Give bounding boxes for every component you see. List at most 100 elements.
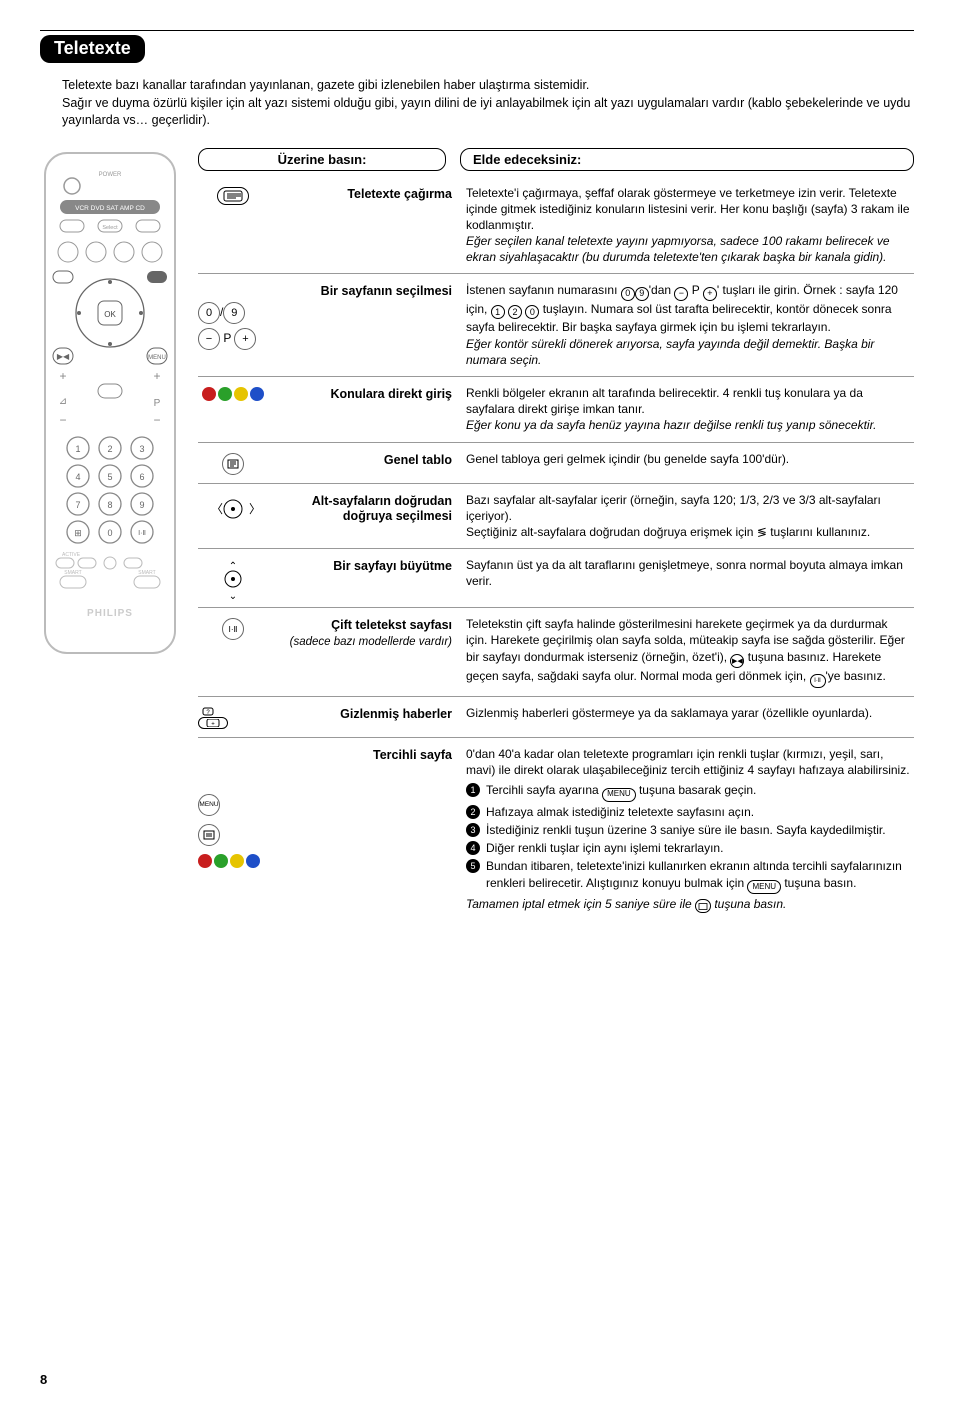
svg-text:7: 7: [75, 500, 80, 510]
digit-range-icon: 0/9: [198, 302, 245, 324]
svg-text:0: 0: [107, 528, 112, 538]
control-teletext-toggle: [198, 185, 268, 266]
step-item: 1Tercihli sayfa ayarına MENU tuşuna basa…: [466, 782, 910, 801]
svg-text:SMART: SMART: [64, 570, 81, 576]
svg-text:8: 8: [107, 500, 112, 510]
svg-text:Ⅰ·Ⅱ: Ⅰ·Ⅱ: [138, 530, 146, 537]
control-index: [198, 451, 268, 475]
control-subpage-nav: 〈〉: [198, 492, 268, 541]
desc-text: Renkli bölgeler ekranın alt tarafında be…: [466, 386, 863, 416]
row-desc: 0'dan 40'a kadar olan teletexte programl…: [466, 746, 914, 913]
desc-italic: Eğer kontör sürekli dönerek arıyorsa, sa…: [466, 337, 874, 367]
row-desc: Bazı sayfalar alt-sayfalar içerir (örneğ…: [466, 492, 914, 541]
svg-text:−: −: [153, 413, 160, 427]
t: Tamamen iptal etmek için 5 saniye süre i…: [466, 897, 695, 911]
desc-footer: Tamamen iptal etmek için 5 saniye süre i…: [466, 897, 786, 911]
table-row: MENU Tercihli sayfa 0'dan 40'a kadar ola…: [198, 737, 914, 921]
row-label: Bir sayfanın seçilmesi: [282, 282, 452, 368]
intro-line-2: Sağır ve duyma özürlü kişiler için alt y…: [62, 96, 910, 128]
intro-text: Teletexte bazı kanallar tarafından yayın…: [40, 77, 914, 130]
control-reveal: ? +: [198, 705, 268, 729]
desc-text: Teletexte'i çağırmaya, şeffaf olarak gös…: [466, 186, 910, 232]
index-icon: [198, 824, 220, 846]
svg-text:〈: 〈: [211, 502, 223, 516]
svg-text:+: +: [59, 369, 66, 383]
table-row: ? + Gizlenmiş haberler Gizlenmiş haberle…: [198, 696, 914, 737]
t: 'dan: [649, 283, 675, 297]
main-layout: POWER VCR DVD SAT AMP CD Select OK ▶: [40, 148, 914, 922]
page-number: 8: [40, 1372, 47, 1387]
color-keys-icon: [198, 854, 260, 868]
svg-text:OK: OK: [104, 310, 116, 319]
label-main: Çift teletekst sayfası: [331, 618, 452, 632]
table-row: ⌃ ⌄ Bir sayfayı büyütme Sayfanın üst ya …: [198, 548, 914, 607]
row-desc: Genel tabloya geri gelmek içindir (bu ge…: [466, 451, 914, 475]
t: 'ye basınız.: [826, 669, 886, 683]
desc-line: Bazı sayfalar alt-sayfalar içerir (örneğ…: [466, 493, 881, 523]
step-item: 2Hafızaya almak istediğiniz teletexte sa…: [466, 804, 910, 820]
desc-line: Seçtiğiniz alt-sayfalara doğrudan doğruy…: [466, 525, 870, 539]
step-item: 4Diğer renkli tuşlar için aynı işlemi te…: [466, 840, 910, 856]
row-label: Tercihli sayfa: [282, 746, 452, 913]
row-desc: Renkli bölgeler ekranın alt tarafında be…: [466, 385, 914, 434]
index-icon: [222, 453, 244, 475]
row-desc: Gizlenmiş haberleri göstermeye ya da sak…: [466, 705, 914, 729]
t: tuşuna basarak geçin.: [636, 783, 757, 797]
svg-text:+: +: [211, 722, 215, 728]
table-row: 0/9 − P + Bir sayfanın seçilmesi İstenen…: [198, 273, 914, 376]
title-bar: Teletexte: [40, 30, 914, 63]
cursor-ring-icon: 〈〉: [205, 494, 261, 524]
svg-text:2: 2: [107, 444, 112, 454]
row-label: Konulara direkt giriş: [282, 385, 452, 434]
control-color-keys: [198, 385, 268, 434]
svg-text:⊞: ⊞: [74, 528, 82, 538]
steps-list: 1Tercihli sayfa ayarına MENU tuşuna basa…: [466, 782, 910, 894]
header-press: Üzerine basın:: [198, 148, 446, 171]
remote-illustration: POWER VCR DVD SAT AMP CD Select OK ▶: [40, 148, 180, 671]
row-desc: Teletexte'i çağırmaya, şeffaf olarak gös…: [466, 185, 914, 266]
zoom-cursor-icon: ⌃ ⌄: [218, 559, 248, 599]
label-sub: (sadece bazı modellerde vardır): [290, 636, 452, 648]
svg-text:MENU: MENU: [148, 355, 166, 361]
control-page-select: 0/9 − P +: [198, 282, 268, 368]
row-desc: Teletekstin çift sayfa halinde gösterilm…: [466, 616, 914, 688]
svg-text:⌃: ⌃: [229, 561, 237, 572]
t: tuşuna basın.: [711, 897, 786, 911]
svg-text:+: +: [153, 369, 160, 383]
svg-text:−: −: [59, 413, 66, 427]
svg-text:VCR DVD SAT AMP CD: VCR DVD SAT AMP CD: [75, 205, 145, 212]
control-zoom: ⌃ ⌄: [198, 557, 268, 599]
table-header-row: Üzerine basın: Elde edeceksiniz:: [198, 148, 914, 171]
page-title: Teletexte: [40, 35, 145, 63]
control-favorites: MENU: [198, 746, 268, 913]
svg-text:⊿: ⊿: [59, 396, 67, 407]
t: İstenen sayfanın numarasını: [466, 283, 621, 297]
t: Diğer renkli tuşlar için aynı işlemi tek…: [486, 841, 723, 855]
dual-page-icon: Ⅰ·Ⅱ: [222, 618, 244, 640]
svg-text:▶◀: ▶◀: [57, 352, 70, 361]
row-label: Bir sayfayı büyütme: [282, 557, 452, 599]
svg-text:6: 6: [139, 472, 144, 482]
row-label: Teletexte çağırma: [282, 185, 452, 266]
svg-text:3: 3: [139, 444, 144, 454]
t: İstediğiniz renkli tuşun üzerine 3 saniy…: [486, 823, 886, 837]
svg-text:SMART: SMART: [138, 570, 155, 576]
menu-button-icon: MENU: [198, 794, 220, 816]
svg-text:PHILIPS: PHILIPS: [87, 608, 133, 619]
svg-text:⌄: ⌄: [229, 591, 237, 599]
svg-text:P: P: [154, 398, 161, 409]
table-row: Konulara direkt giriş Renkli bölgeler ek…: [198, 376, 914, 442]
step-item: 3İstediğiniz renkli tuşun üzerine 3 sani…: [466, 822, 910, 838]
desc-italic: Eğer seçilen kanal teletexte yayını yapm…: [466, 234, 890, 264]
desc-italic: Eğer konu ya da sayfa henüz yayına hazır…: [466, 418, 876, 432]
header-result: Elde edeceksiniz:: [460, 148, 914, 171]
intro-line-1: Teletexte bazı kanallar tarafından yayın…: [62, 78, 589, 92]
remote-svg: POWER VCR DVD SAT AMP CD Select OK ▶: [40, 148, 180, 668]
p-plus-minus-icon: − P +: [198, 328, 256, 350]
svg-text:ACTIVE: ACTIVE: [62, 552, 81, 558]
svg-text:1: 1: [75, 444, 80, 454]
control-dual-page: Ⅰ·Ⅱ: [198, 616, 268, 688]
color-keys-icon: [202, 387, 264, 401]
reveal-icon: +: [198, 717, 228, 729]
row-desc: İstenen sayfanın numarasını 09'dan − P +…: [466, 282, 914, 368]
